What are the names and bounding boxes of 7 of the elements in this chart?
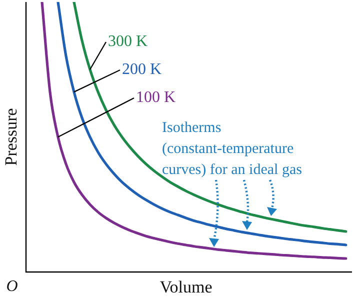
text: O xyxy=(6,278,18,296)
text: 100 K xyxy=(136,89,176,106)
x-axis-title: Volume xyxy=(160,277,212,296)
y-axis-title: Pressure xyxy=(1,108,20,166)
annotation: Isotherms (constant-temperature curves) for an ideal gas xyxy=(162,120,302,178)
series-label: 300 K xyxy=(108,33,148,50)
text: 200 K xyxy=(122,61,162,78)
